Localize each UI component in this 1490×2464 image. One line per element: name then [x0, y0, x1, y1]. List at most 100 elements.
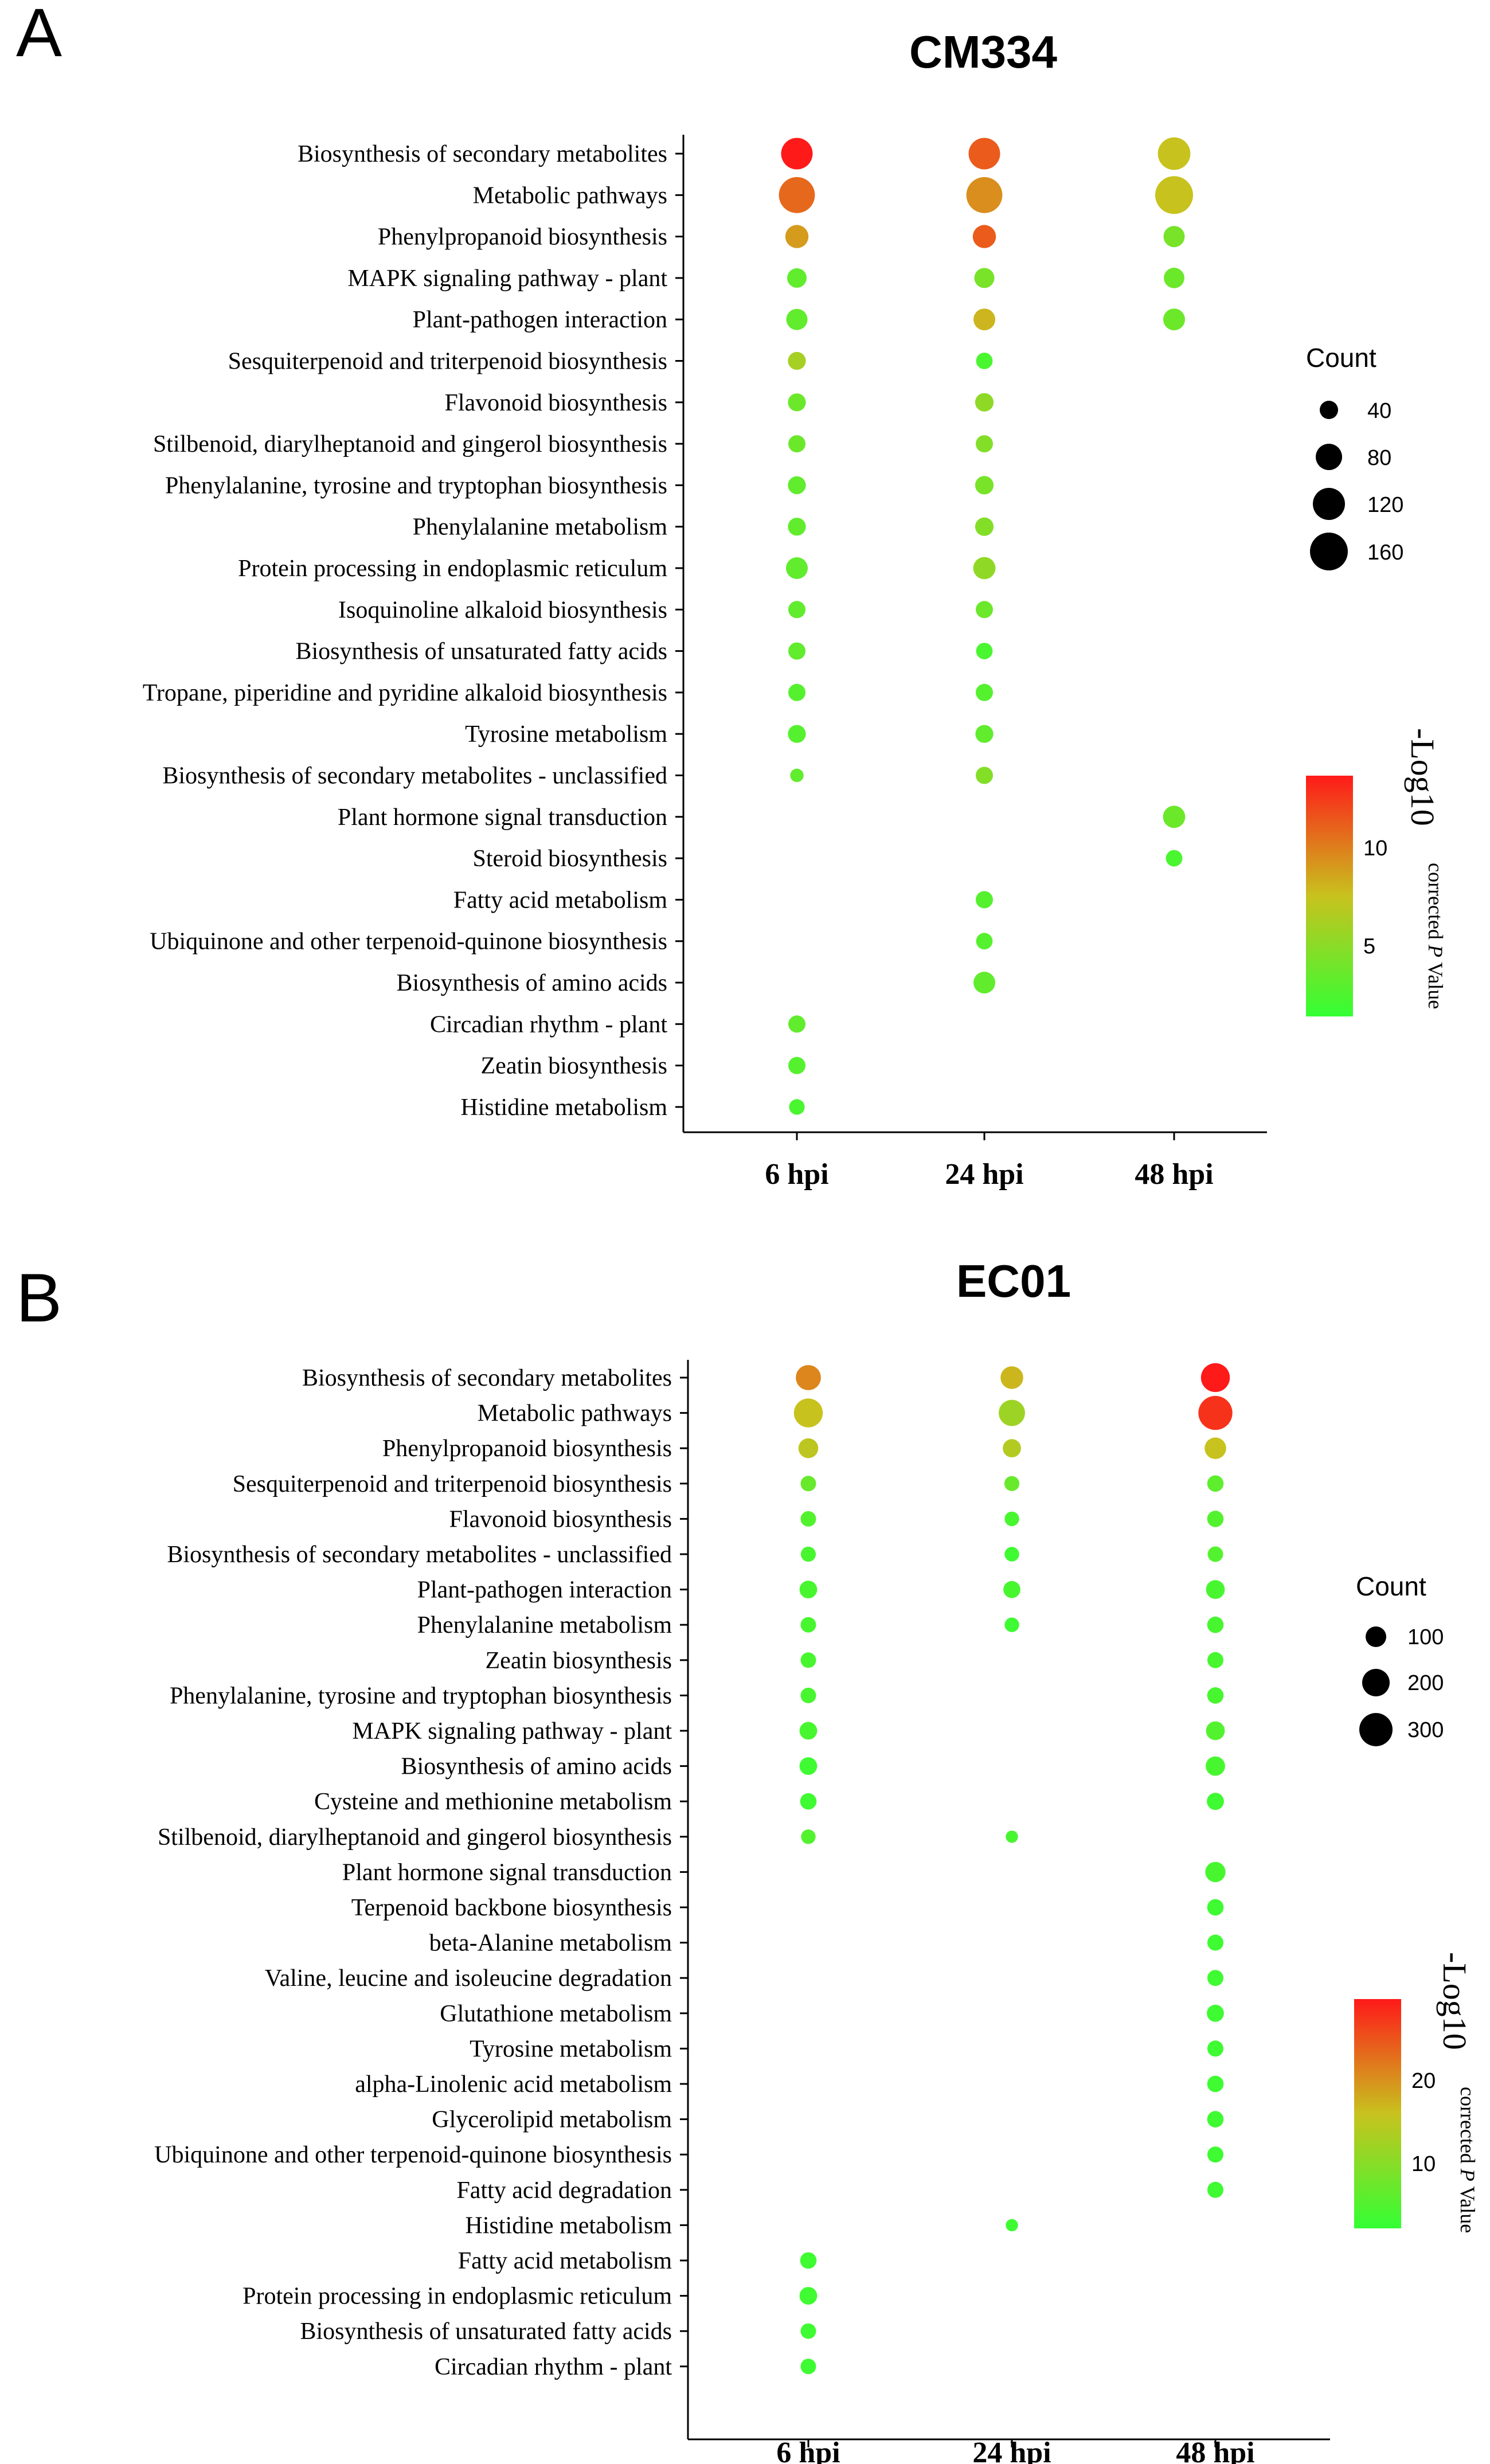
data-point	[1164, 268, 1184, 288]
size-legend-dot	[1316, 444, 1342, 470]
data-point	[781, 138, 813, 170]
y-tick-label: Biosynthesis of secondary metabolites	[298, 141, 667, 167]
data-point	[1155, 176, 1193, 214]
x-tick-label: 6 hpi	[776, 2436, 840, 2464]
y-tick-label: beta-Alanine metabolism	[429, 1930, 672, 1957]
data-point	[1200, 1363, 1230, 1393]
colorbar-tick-label: 20	[1411, 2069, 1436, 2093]
data-point	[975, 517, 994, 536]
data-point	[793, 1398, 823, 1427]
data-point	[788, 725, 806, 743]
y-tick-label: Sesquiterpenoid and triterpenoid biosynt…	[233, 1471, 672, 1497]
data-point	[800, 1793, 817, 1810]
data-point	[1207, 2040, 1223, 2057]
data-point	[976, 353, 993, 369]
size-legend-label: 100	[1407, 1625, 1444, 1649]
data-point	[1003, 1439, 1021, 1458]
data-point	[1163, 226, 1185, 248]
data-point	[788, 642, 805, 660]
y-tick-label: Protein processing in endoplasmic reticu…	[238, 556, 667, 582]
x-tick-label: 48 hpi	[1135, 1158, 1213, 1191]
data-point	[968, 138, 1000, 170]
data-point	[1004, 1476, 1020, 1491]
y-tick-label: Circadian rhythm - plant	[430, 1011, 667, 1038]
data-point	[966, 177, 1003, 213]
data-point	[975, 476, 994, 495]
y-tick-label: MAPK signaling pathway - plant	[352, 1718, 672, 1745]
data-point	[801, 1829, 816, 1844]
y-tick-label: Glycerolipid metabolism	[432, 2107, 672, 2133]
data-point	[1000, 1366, 1023, 1389]
data-point	[1207, 2004, 1224, 2022]
y-tick-label: Tyrosine metabolism	[465, 721, 667, 748]
size-legend-title: Count	[1356, 1571, 1426, 1601]
colorbar-title: -Log10	[1436, 1952, 1473, 2050]
y-tick-label: Stilbenoid, diarylheptanoid and gingerol…	[158, 1824, 672, 1851]
size-legend-label: 200	[1407, 1671, 1444, 1695]
data-point	[1205, 1861, 1226, 1883]
data-point	[976, 435, 993, 453]
data-point	[799, 1757, 818, 1775]
data-point	[788, 1057, 805, 1074]
data-point	[1198, 1395, 1233, 1430]
data-point	[798, 1438, 819, 1458]
data-point	[1006, 1831, 1018, 1843]
y-tick-label: Flavonoid biosynthesis	[444, 390, 667, 416]
size-legend: Count 40 80 120 160	[1306, 343, 1403, 570]
colorbar-tick-label: 10	[1411, 2152, 1436, 2176]
data-point	[1207, 2181, 1223, 2198]
data-point	[800, 2359, 816, 2375]
data-point	[1006, 2219, 1018, 2232]
size-legend-title: Count	[1306, 343, 1376, 373]
y-tick-label: Biosynthesis of secondary metabolites	[302, 1365, 672, 1391]
data-point	[796, 1365, 821, 1390]
y-tick-label: Biosynthesis of amino acids	[401, 1754, 672, 1780]
y-tick-label: Tyrosine metabolism	[470, 2036, 672, 2062]
data-point	[975, 725, 994, 743]
x-tick-label: 6 hpi	[765, 1158, 828, 1191]
y-tick-label: Phenylalanine metabolism	[413, 514, 668, 541]
data-point	[1207, 1652, 1223, 1668]
colorbar	[1306, 776, 1353, 1016]
data-point	[800, 1617, 816, 1633]
data-point	[800, 1687, 816, 1703]
data-point	[973, 972, 995, 994]
size-legend-dot	[1310, 533, 1348, 570]
y-tick-label: Tropane, piperidine and pyridine alkaloi…	[143, 680, 667, 706]
x-tick-label: 24 hpi	[972, 2436, 1051, 2464]
y-tick-label: Phenylalanine, tyrosine and tryptophan b…	[165, 472, 667, 499]
size-legend-label: 160	[1367, 541, 1403, 565]
data-point	[788, 601, 805, 619]
colorbar	[1354, 1999, 1401, 2228]
data-point	[787, 268, 807, 288]
y-tick-label: Fatty acid degradation	[456, 2177, 672, 2204]
data-point	[788, 435, 805, 453]
data-point	[976, 891, 993, 909]
y-tick-label: Biosynthesis of secondary metabolites - …	[167, 1542, 672, 1568]
y-tick-label: Biosynthesis of unsaturated fatty acids	[300, 2318, 672, 2345]
data-point	[788, 476, 806, 495]
data-point	[1207, 1793, 1224, 1810]
y-tick-label: Phenylpropanoid biosynthesis	[378, 224, 667, 251]
y-tick-label: Phenylalanine, tyrosine and tryptophan b…	[170, 1683, 672, 1709]
size-legend-label: 300	[1407, 1718, 1444, 1742]
data-point	[1207, 2111, 1224, 2127]
y-tick-label: Glutathione metabolism	[440, 2001, 672, 2027]
y-tick-label: Cysteine and methionine metabolism	[314, 1789, 672, 1815]
size-legend-dot	[1320, 401, 1338, 419]
data-point	[1207, 1546, 1223, 1562]
colorbar-subtitle: corrected P Value	[1424, 863, 1447, 1009]
y-tick-label: Ubiquinone and other terpenoid-quinone b…	[154, 2142, 672, 2168]
data-point	[800, 1511, 816, 1527]
data-point	[1163, 805, 1186, 828]
size-legend-dot	[1362, 1669, 1390, 1696]
data-point	[800, 1476, 816, 1492]
data-point	[785, 225, 809, 248]
size-legend-dot	[1313, 488, 1345, 520]
color-legend: 10 20 -Log10 corrected P Value	[1354, 1952, 1479, 2233]
y-tick-label: Plant hormone signal transduction	[342, 1859, 672, 1886]
data-point	[788, 351, 806, 370]
y-tick-label: Circadian rhythm - plant	[435, 2354, 672, 2380]
data-point	[1207, 1475, 1224, 1492]
data-point	[973, 557, 996, 580]
